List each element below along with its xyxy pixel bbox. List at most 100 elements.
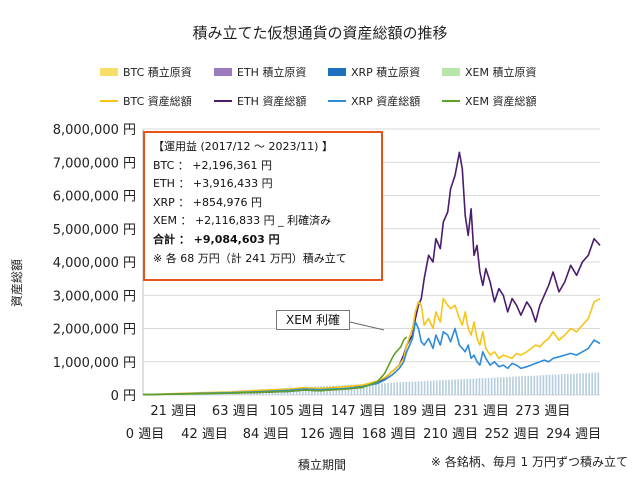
- principal-bar: [588, 372, 590, 395]
- principal-bar: [545, 375, 548, 395]
- y-tick-label: 3,000,000 円: [53, 289, 136, 304]
- legend-line-label: XRP 資産総額: [351, 94, 420, 108]
- principal-bar: [417, 381, 420, 395]
- principal-bar: [457, 379, 459, 395]
- summary-total: 合計 ： +9,084,603 円: [153, 232, 280, 246]
- principal-bar: [451, 379, 453, 395]
- legend-line-label: ETH 資産総額: [237, 94, 306, 108]
- y-tick-label: 4,000,000 円: [53, 256, 136, 271]
- legend-area-label: XEM 積立原資: [465, 65, 536, 79]
- y-tick-label: 7,000,000 円: [53, 156, 136, 171]
- x-axis-label: 積立期間: [298, 457, 346, 472]
- principal-bar: [591, 372, 593, 395]
- principal-bar: [442, 380, 444, 395]
- principal-bar: [563, 374, 566, 395]
- principal-bar: [536, 375, 539, 395]
- principal-bar: [344, 384, 347, 395]
- x-tick-label: 147 週目: [331, 404, 386, 419]
- principal-bar: [359, 384, 362, 395]
- legend-area-swatch: [100, 68, 118, 76]
- legend-area-label: ETH 積立原資: [237, 65, 306, 79]
- legend-area-label: XRP 積立原資: [351, 65, 420, 79]
- principal-bar: [518, 376, 520, 395]
- principal-bar: [463, 379, 466, 395]
- principal-bar: [384, 383, 386, 395]
- principal-bar: [365, 383, 368, 395]
- principal-bar: [445, 380, 447, 395]
- principal-bar: [567, 373, 569, 395]
- principal-bar: [527, 375, 530, 395]
- principal-bar: [353, 384, 356, 395]
- chart-title: 積み立てた仮想通貨の資産総額の推移: [192, 24, 447, 42]
- principal-bar: [411, 381, 414, 395]
- principal-bar: [381, 383, 383, 395]
- x-tick-label: 273 週目: [515, 404, 570, 419]
- profit-summary-box: 【運用益 (2017/12 ～ 2023/11) 】 BTC ： +2,196,…: [143, 131, 383, 281]
- principal-bar: [503, 377, 505, 395]
- x-tick-label: 189 週目: [392, 404, 447, 419]
- y-tick-label: 8,000,000 円: [53, 123, 136, 138]
- principal-bar: [487, 377, 490, 395]
- principal-bar: [499, 377, 502, 395]
- x-tick-label: 294 週目: [546, 427, 601, 442]
- principal-bar: [521, 376, 523, 395]
- x-tick-label: 168 週目: [362, 427, 417, 442]
- summary-heading: 【運用益 (2017/12 ～ 2023/11) 】: [153, 140, 333, 153]
- legend-area-swatch: [214, 68, 232, 76]
- principal-bar: [539, 375, 542, 395]
- y-tick-label: 1,000,000 円: [53, 356, 136, 371]
- principal-bar: [481, 378, 484, 395]
- principal-bar: [347, 384, 350, 395]
- x-tick-label: 21 週目: [150, 404, 197, 419]
- principal-bar: [426, 380, 429, 395]
- principal-bar: [372, 383, 374, 395]
- principal-bar: [439, 380, 441, 395]
- principal-bar: [560, 374, 563, 395]
- summary-note: ※ 各 68 万円（計 241 万円）積み立て: [153, 251, 347, 265]
- principal-bar: [390, 382, 392, 395]
- principal-bar: [524, 376, 526, 395]
- principal-bar: [362, 384, 365, 395]
- principal-bar: [378, 383, 380, 395]
- legend-area-label: BTC 積立原資: [123, 65, 192, 79]
- legend-area-swatch: [328, 68, 346, 76]
- principal-bar: [432, 380, 435, 395]
- legend-area-swatch: [442, 68, 460, 76]
- principal-bar: [356, 384, 359, 395]
- summary-xrp: XRP ： +854,976 円: [153, 195, 263, 209]
- principal-bar: [408, 381, 411, 395]
- x-axis-ticks: 21 週目 63 週目 105 週目 147 週目 189 週目 231 週目 273 週目…: [126, 404, 601, 442]
- y-axis-ticks: 0 円 1,000,000 円 2,000,000 円 3,000,000 円 4,00…: [53, 123, 136, 404]
- y-tick-label: 2,000,000 円: [53, 323, 136, 338]
- principal-bar: [472, 378, 475, 395]
- principal-bar: [393, 382, 395, 395]
- x-tick-label: 105 週目: [269, 404, 324, 419]
- principal-bar: [484, 378, 487, 395]
- principal-bar: [551, 374, 554, 395]
- principal-bar: [509, 376, 511, 395]
- principal-bar: [405, 381, 408, 395]
- principal-bar: [396, 382, 398, 395]
- x-tick-label: 126 週目: [300, 427, 355, 442]
- principal-bar: [466, 378, 469, 395]
- series-line: [142, 336, 408, 396]
- xem-take-profit-callout: XEM 利確: [276, 310, 350, 330]
- footnote: ※ 各銘柄、毎月 1 万円ずつ積み立て: [431, 454, 628, 469]
- principal-bar: [594, 372, 597, 395]
- principal-bar: [496, 377, 499, 395]
- summary-xem: XEM ： +2,116,833 円 _ 利確済み: [153, 214, 332, 228]
- principal-bar: [579, 373, 581, 395]
- legend-line-label: XEM 資産総額: [465, 94, 536, 108]
- principal-bar: [454, 379, 456, 395]
- y-tick-label: 5,000,000 円: [53, 223, 136, 238]
- principal-bar: [368, 383, 371, 395]
- principal-bar: [585, 373, 587, 395]
- principal-bar: [420, 381, 423, 395]
- principal-bar: [436, 380, 438, 395]
- legend: BTC 積立原資 ETH 積立原資 XRP 積立原資 XEM 積立原資 BTC 資産総額…: [100, 65, 536, 108]
- principal-bar: [554, 374, 557, 395]
- principal-bar: [414, 381, 417, 395]
- principal-bar: [597, 372, 600, 395]
- principal-bar: [475, 378, 478, 395]
